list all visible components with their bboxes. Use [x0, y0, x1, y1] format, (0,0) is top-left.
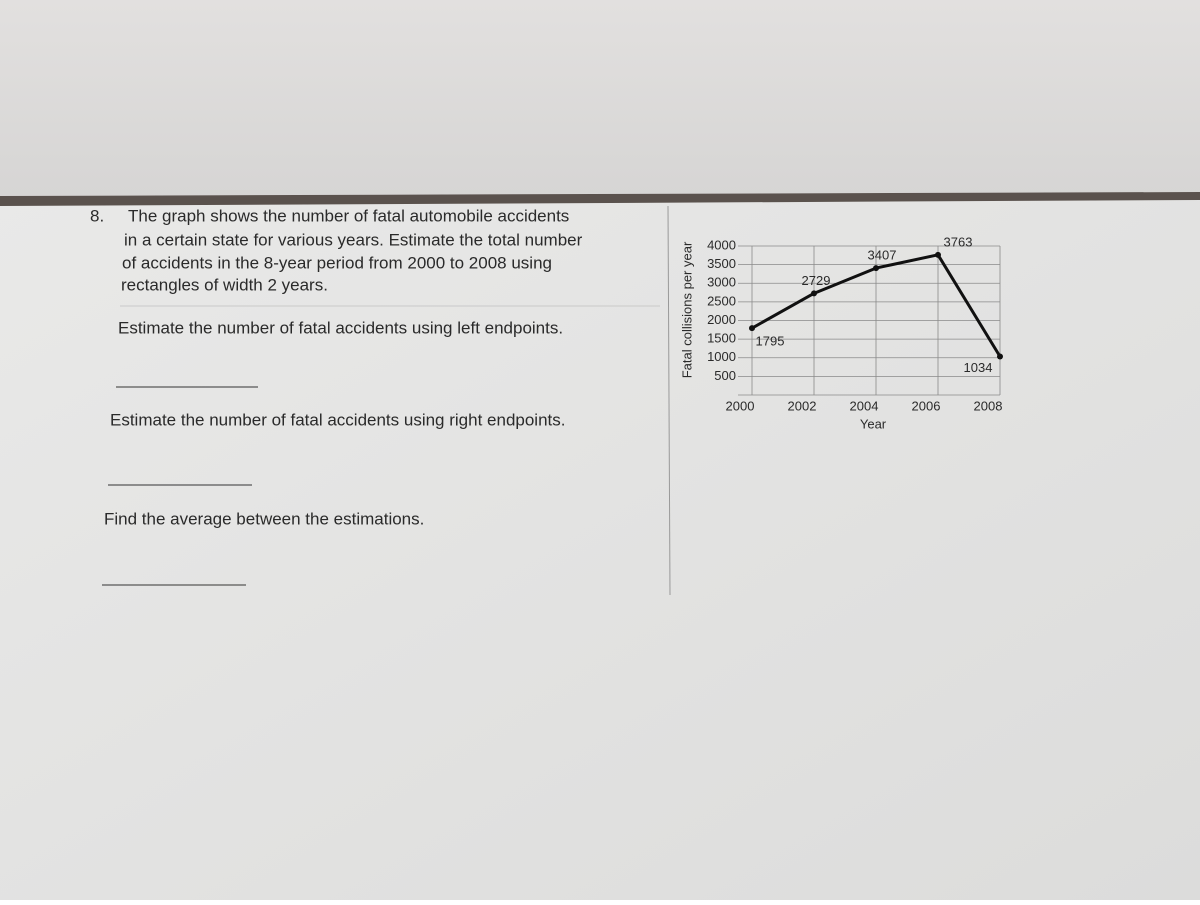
x-tick-label: 2004: [850, 398, 879, 413]
question-line: in a certain state for various years. Es…: [124, 230, 583, 249]
prompt: Estimate the number of fatal accidents u…: [110, 410, 565, 429]
data-label: 1034: [964, 360, 993, 375]
data-label: 3763: [944, 234, 973, 249]
question-line: of accidents in the 8-year period from 2…: [122, 253, 552, 272]
x-tick-label: 2000: [726, 398, 755, 413]
x-axis-label: Year: [860, 416, 887, 431]
x-tick-label: 2002: [788, 398, 817, 413]
y-tick-label: 1500: [707, 331, 736, 346]
y-tick-label: 500: [714, 368, 736, 383]
question-number: 8.: [90, 206, 104, 225]
data-point: [811, 290, 817, 297]
background: [0, 0, 1200, 200]
data-point: [749, 325, 755, 332]
data-label: 3407: [868, 248, 897, 263]
question-line: The graph shows the number of fatal auto…: [128, 206, 569, 225]
question-line: rectangles of width 2 years.: [121, 275, 328, 294]
data-point: [935, 251, 941, 258]
data-point: [997, 353, 1003, 360]
x-tick-label: 2008: [974, 398, 1003, 413]
paper-edge: [0, 192, 1200, 206]
divider: [667, 205, 671, 596]
y-tick-label: 2500: [707, 293, 736, 308]
y-tick-label: 1000: [707, 349, 736, 364]
data-label: 1795: [756, 334, 785, 349]
data-point: [873, 265, 879, 272]
paper: [0, 192, 1200, 900]
y-tick-label: 3000: [707, 275, 736, 290]
data-label: 2729: [802, 273, 831, 288]
y-axis-label: Fatal collisions per year: [679, 241, 694, 378]
y-tick-label: 2000: [707, 312, 736, 327]
prompt: Find the average between the estimations…: [104, 509, 424, 528]
x-tick-label: 2006: [912, 398, 941, 413]
prompt: Estimate the number of fatal accidents u…: [118, 318, 563, 337]
y-tick-label: 3500: [707, 256, 736, 271]
y-tick-label: 4000: [707, 237, 736, 252]
